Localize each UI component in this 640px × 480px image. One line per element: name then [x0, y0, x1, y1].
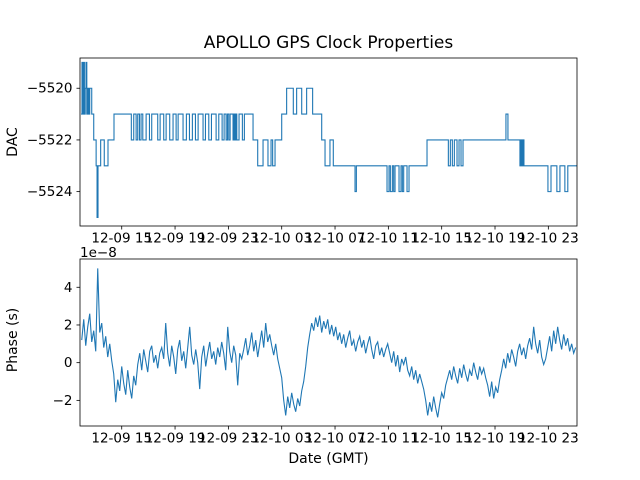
x-tick-label: 12-10 03	[251, 231, 312, 247]
dac-axis-label: DAC	[5, 127, 21, 157]
date-axis-label: Date (GMT)	[288, 451, 369, 467]
y-tick-label: −5520	[27, 81, 73, 97]
x-tick-label: 12-10 23	[518, 231, 579, 247]
x-tick-label: 12-10 19	[465, 431, 526, 447]
x-tick-label: 12-09 23	[198, 231, 259, 247]
x-tick-label: 12-10 11	[358, 431, 419, 447]
y-tick-label: −5522	[27, 132, 73, 148]
axes-spines	[79, 57, 578, 227]
x-tick-label: 12-09 23	[198, 431, 259, 447]
y-tick-label: 4	[64, 280, 73, 296]
x-tick-label: 12-10 07	[305, 431, 366, 447]
y-tick-label: 2	[64, 317, 73, 333]
y-tick-label: 0	[64, 355, 73, 371]
phase-series-line	[81, 268, 577, 418]
x-tick-label: 12-10 15	[411, 231, 472, 247]
x-tick-label: 12-09 15	[91, 231, 152, 247]
figure-title: APOLLO GPS Clock Properties	[203, 33, 454, 53]
phase-axis-label: Phase (s)	[5, 307, 21, 373]
y-tick-label: −2	[53, 393, 73, 409]
x-tick-label: 12-10 11	[358, 231, 419, 247]
axes-spines	[79, 258, 578, 427]
x-tick-label: 12-09 19	[145, 231, 206, 247]
x-tick-label: 12-10 15	[411, 431, 472, 447]
x-tick-label: 12-10 19	[465, 231, 526, 247]
x-tick-label: 12-09 15	[91, 431, 152, 447]
scale-offset-label: 1e−8	[80, 245, 117, 261]
dac-series-line	[81, 61, 577, 219]
x-tick-label: 12-10 23	[518, 431, 579, 447]
x-tick-label: 12-09 19	[145, 431, 206, 447]
x-tick-label: 12-10 03	[251, 431, 312, 447]
y-tick-label: −5524	[27, 184, 73, 200]
x-tick-label: 12-10 07	[305, 231, 366, 247]
